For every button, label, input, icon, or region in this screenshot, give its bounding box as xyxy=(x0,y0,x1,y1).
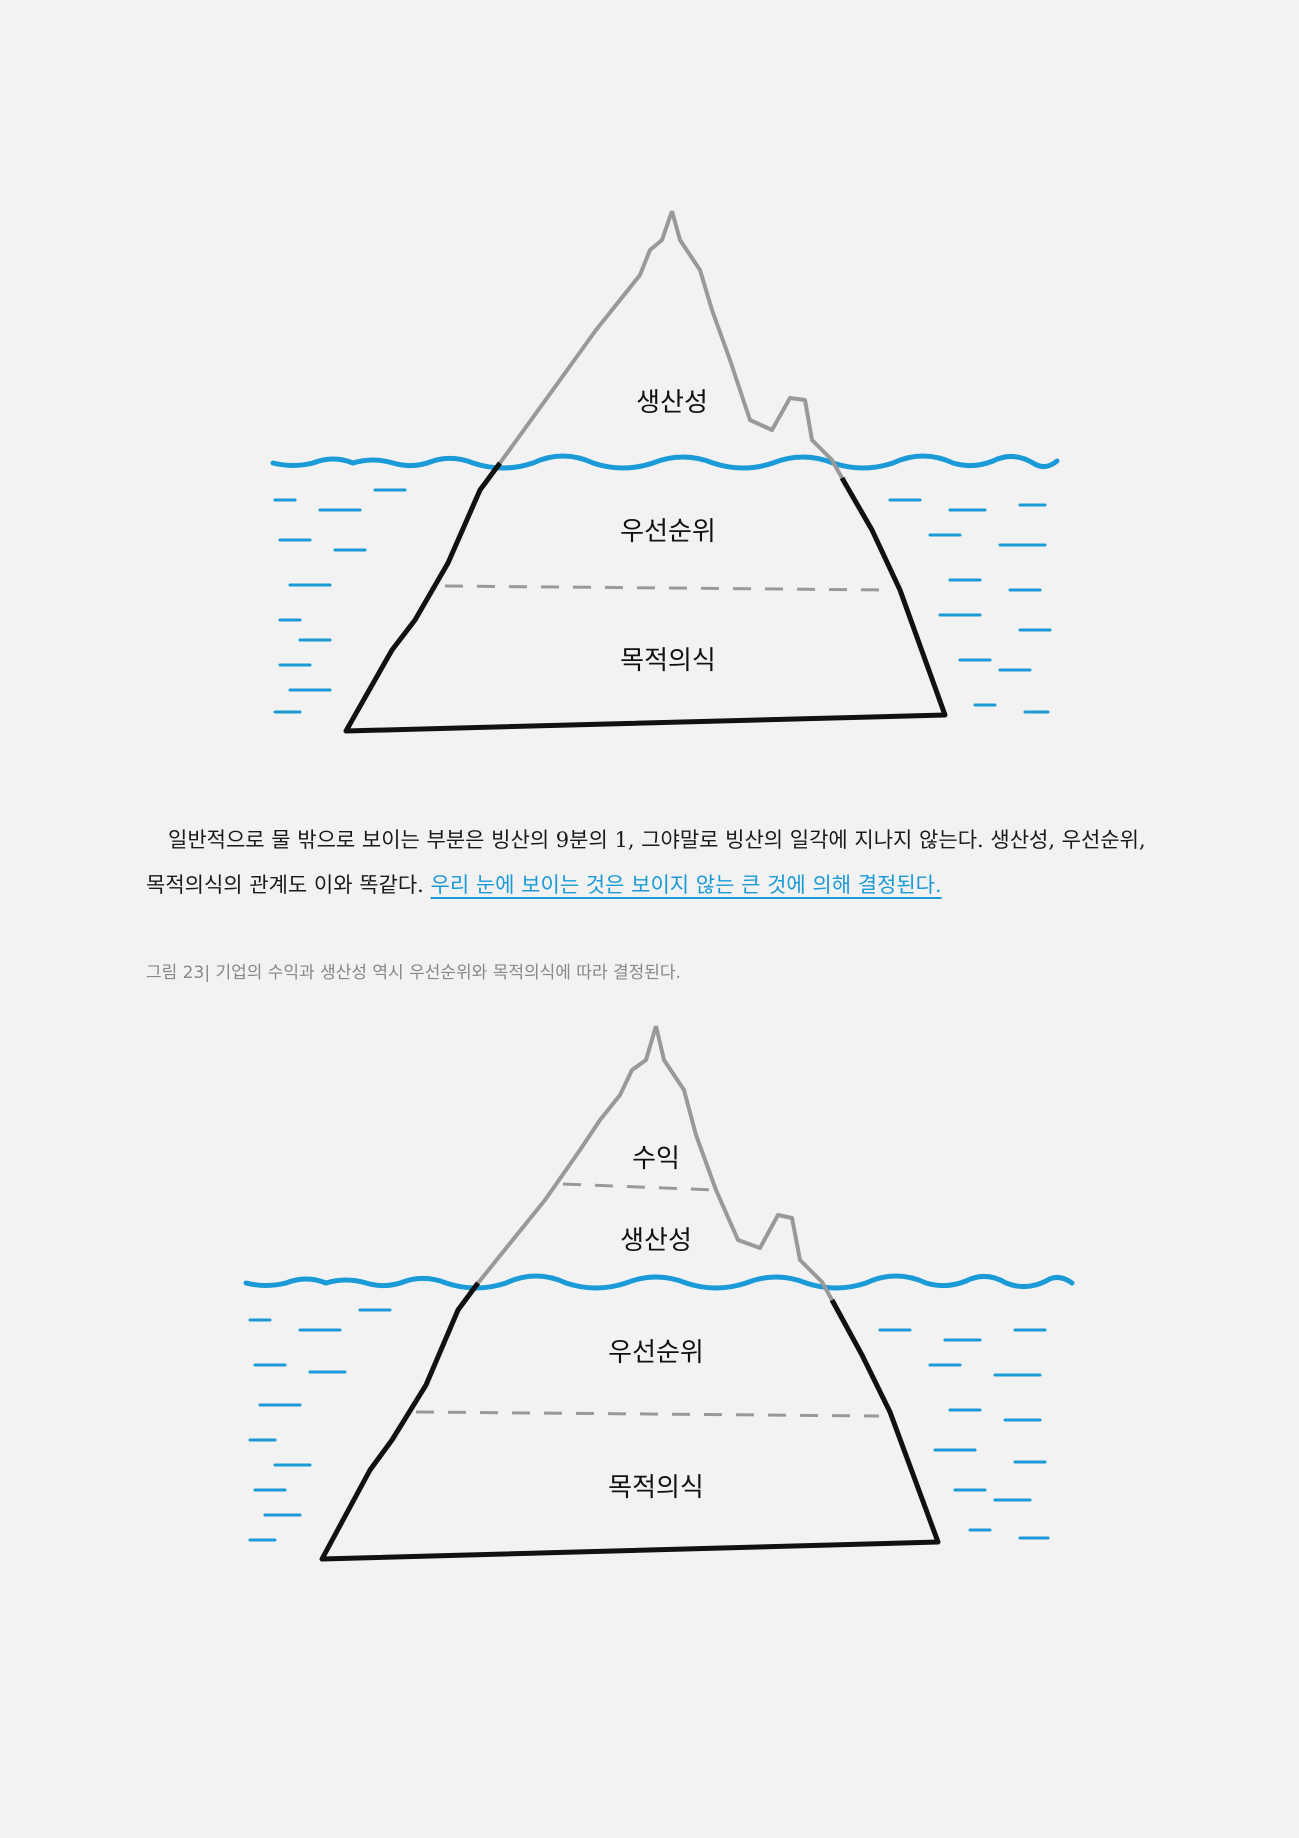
dashed-divider-top xyxy=(562,1182,716,1192)
label-priority: 우선순위 xyxy=(620,517,716,547)
label-priority: 우선순위 xyxy=(608,1338,704,1368)
water-dashes xyxy=(248,1308,1050,1542)
label-revenue: 수익 xyxy=(632,1144,680,1174)
iceberg-tip xyxy=(498,210,844,479)
iceberg-figure-1: 생산성 우선순위 목적의식 xyxy=(0,0,1299,760)
highlighted-sentence: 우리 눈에 보이는 것은 보이지 않는 큰 것에 의해 결정된다. xyxy=(430,873,942,897)
iceberg-drawing-1 xyxy=(270,210,1060,734)
iceberg-tip xyxy=(476,1025,834,1301)
iceberg-base xyxy=(343,461,948,734)
label-productivity: 생산성 xyxy=(636,388,708,418)
label-purpose: 목적의식 xyxy=(608,1473,704,1503)
label-productivity: 생산성 xyxy=(620,1226,692,1256)
paragraph-text: 일반적으로 물 밖으로 보이는 부분은 빙산의 9분의 1, 그야말로 빙산의 … xyxy=(146,828,1146,897)
figure-caption: 그림 23| 기업의 수익과 생산성 역시 우선순위와 목적의식에 따라 결정된… xyxy=(146,963,681,983)
label-purpose: 목적의식 xyxy=(620,646,716,676)
water-waves xyxy=(270,453,1060,471)
dashed-divider xyxy=(415,1410,880,1418)
iceberg-base xyxy=(319,1281,941,1562)
water-waves xyxy=(243,1273,1075,1291)
dashed-divider xyxy=(444,584,892,592)
body-paragraph: 일반적으로 물 밖으로 보이는 부분은 빙산의 9분의 1, 그야말로 빙산의 … xyxy=(146,818,1146,908)
water-dashes xyxy=(273,488,1052,714)
